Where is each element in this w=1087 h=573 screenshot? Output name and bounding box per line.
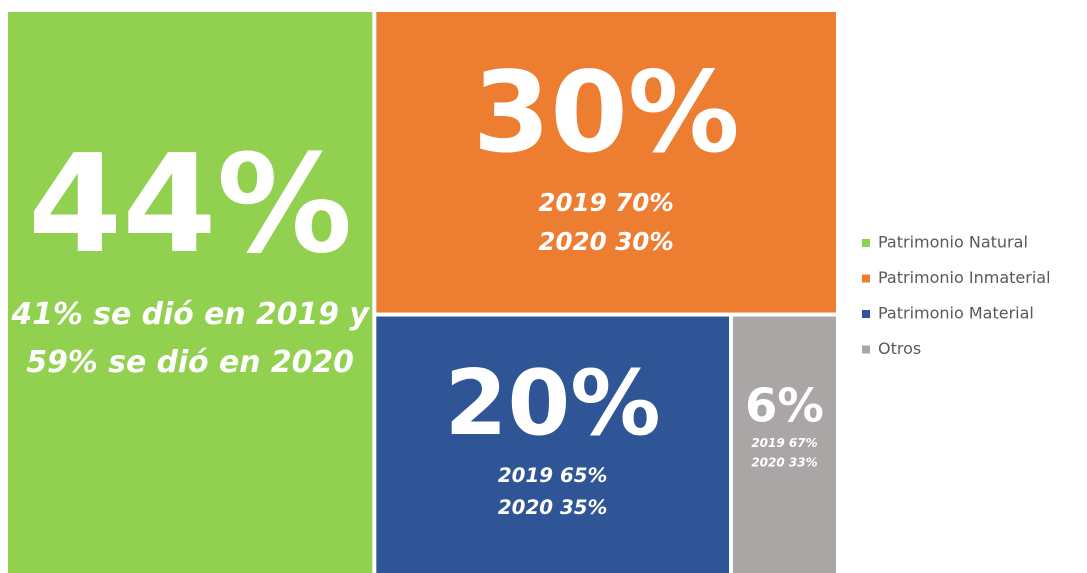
legend-label: Patrimonio Natural (878, 233, 1028, 252)
value-label: 30% (473, 49, 740, 178)
value-label: 44% (28, 125, 353, 283)
legend-label: Patrimonio Material (878, 304, 1034, 323)
cell-note: 2019 65% (498, 464, 608, 487)
cell-note: 59% se dió en 2020 (26, 345, 353, 380)
legend-label: Patrimonio Inmaterial (878, 268, 1051, 287)
treemap-cell (376, 12, 836, 313)
treemap-cell (376, 316, 729, 573)
legend-swatch (862, 345, 870, 354)
legend-swatch (862, 239, 870, 247)
legend-swatch (862, 274, 870, 283)
treemap-cell (8, 12, 373, 573)
cell-note: 2020 33% (751, 455, 817, 469)
treemap-cell (732, 316, 836, 573)
legend-swatch (862, 310, 870, 318)
cell-note: 2019 70% (538, 188, 673, 217)
cell-note: 41% se dió en 2019 y (11, 297, 371, 332)
cell-note: 2020 35% (498, 496, 608, 519)
legend-label: Otros (878, 339, 921, 358)
cell-note: 2020 30% (538, 227, 673, 256)
value-label: 6% (745, 378, 824, 432)
value-label: 20% (445, 351, 661, 456)
cell-note: 2019 67% (751, 436, 817, 450)
